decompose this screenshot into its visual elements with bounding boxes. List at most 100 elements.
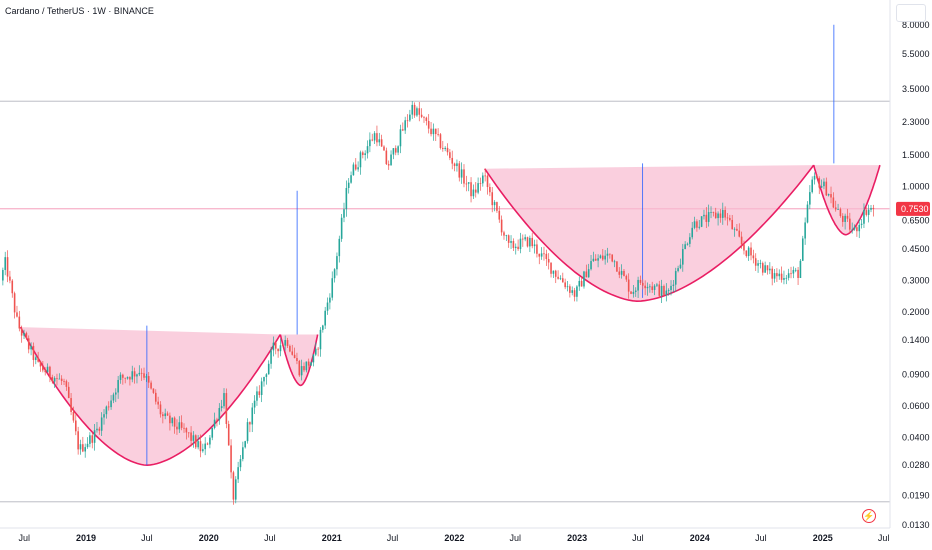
candle-171	[404, 116, 406, 134]
candle-295	[696, 219, 698, 232]
candle-body-90	[213, 419, 216, 428]
candle-body-102	[242, 447, 244, 460]
candle-246	[580, 276, 583, 287]
x-tick-label-3: 2020	[199, 533, 219, 543]
candle-210	[496, 201, 498, 213]
candle-4	[11, 279, 14, 298]
handle-1-fill	[813, 165, 880, 235]
candle-body-68	[162, 414, 164, 417]
candle-361	[851, 222, 853, 234]
candle-body-142	[336, 256, 338, 270]
candle-0	[2, 267, 4, 286]
candle-327	[771, 266, 773, 286]
candle-body-37	[89, 435, 91, 444]
candle-body-312	[736, 228, 738, 231]
candle-body-157	[371, 139, 374, 141]
candle-body-33	[79, 444, 82, 450]
candle-body-207	[489, 187, 491, 193]
candle-178	[420, 108, 423, 119]
candle-body-315	[743, 244, 745, 251]
candle-242	[571, 286, 574, 296]
candle-147	[347, 178, 350, 194]
candle-234	[552, 270, 555, 279]
candle-31	[74, 412, 77, 436]
candle-body-229	[540, 253, 543, 257]
candle-body-35	[84, 447, 87, 452]
candle-body-274	[646, 286, 649, 289]
candle-body-192	[453, 163, 456, 167]
candle-191	[451, 150, 454, 170]
candle-body-282	[665, 290, 668, 295]
candle-125	[296, 352, 298, 365]
candle-214	[505, 234, 508, 241]
candle-139	[329, 293, 331, 310]
candle-253	[597, 254, 599, 268]
candle-316	[745, 250, 748, 258]
candle-145	[343, 202, 345, 223]
x-tick-label-11: 2024	[690, 533, 710, 543]
candle-body-330	[778, 273, 781, 277]
candle-body-265	[625, 275, 628, 280]
candle-body-30	[72, 411, 75, 421]
candle-92	[218, 403, 221, 425]
candle-180	[425, 116, 428, 126]
log-scale-toggle[interactable]	[896, 4, 926, 22]
candle-body-353	[832, 197, 835, 208]
candle-113	[267, 360, 270, 375]
handle-0-curve	[279, 334, 319, 387]
candle-297	[700, 216, 703, 228]
candle-body-95	[225, 393, 228, 424]
candle-141	[333, 268, 336, 283]
candle-body-76	[180, 422, 183, 428]
candle-body-151	[357, 167, 359, 170]
candle-body-181	[427, 120, 430, 129]
y-tick-label-14: 0.0280	[902, 460, 930, 470]
candle-body-329	[776, 273, 778, 277]
candle-120	[284, 335, 286, 351]
candle-body-238	[562, 278, 564, 283]
candle-body-186	[439, 134, 442, 148]
candle-body-182	[430, 128, 432, 135]
candle-body-232	[547, 259, 550, 263]
candle-144	[340, 213, 343, 242]
candle-body-31	[74, 420, 77, 432]
candle-198	[467, 182, 470, 192]
candle-body-3	[9, 276, 11, 281]
candle-18	[44, 367, 47, 376]
candle-body-162	[383, 146, 385, 151]
candle-body-206	[486, 175, 489, 188]
candle-189	[446, 143, 449, 156]
tradingview-logo-icon[interactable]: ⚡	[862, 509, 876, 523]
candle-319	[752, 249, 755, 264]
candle-58	[138, 365, 141, 377]
candle-146	[345, 180, 348, 217]
candle-body-58	[138, 372, 141, 375]
candle-306	[721, 202, 724, 225]
candle-175	[413, 102, 416, 118]
candle-body-131	[310, 362, 312, 366]
candle-326	[769, 262, 771, 275]
candle-245	[578, 276, 581, 291]
candle-221	[522, 234, 524, 247]
candle-7	[18, 310, 21, 332]
candle-body-364	[858, 224, 861, 232]
candle-300	[707, 204, 710, 227]
candle-359	[846, 208, 849, 223]
candle-271	[639, 275, 642, 286]
candle-body-228	[538, 253, 541, 257]
candle-body-111	[263, 376, 265, 382]
candle-24	[58, 373, 61, 380]
candle-5	[13, 291, 16, 319]
candle-body-333	[785, 277, 788, 279]
candle-216	[510, 235, 512, 249]
candle-165	[390, 150, 392, 166]
candle-14	[34, 354, 37, 365]
candle-body-153	[362, 152, 364, 156]
candle-148	[350, 171, 352, 184]
candle-103	[244, 440, 246, 449]
candle-body-297	[700, 216, 703, 227]
candle-151	[357, 161, 359, 172]
candle-349	[823, 178, 825, 190]
candle-body-167	[394, 148, 397, 153]
